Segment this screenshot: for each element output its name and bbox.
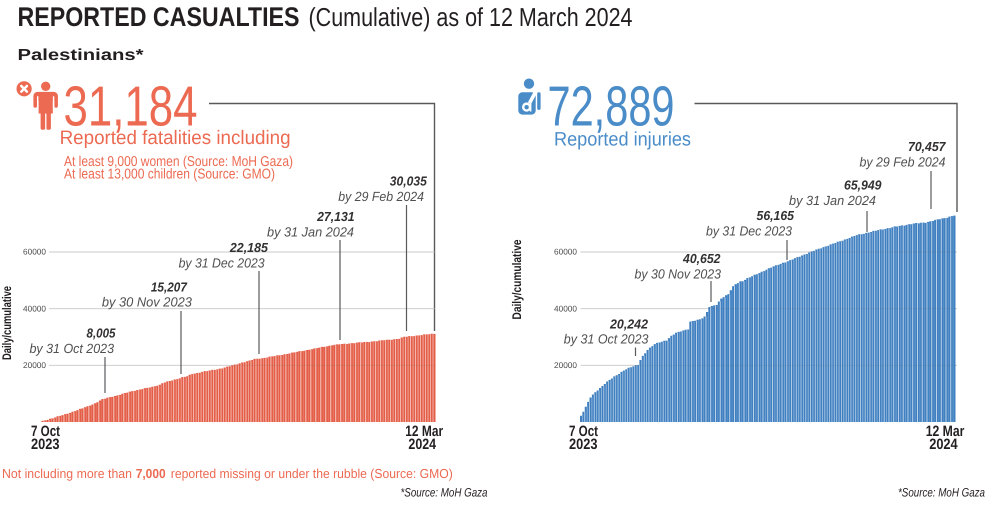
svg-text:by 30 Nov 2023: by 30 Nov 2023: [635, 266, 722, 281]
svg-text:by 31 Dec 2023: by 31 Dec 2023: [706, 223, 793, 238]
svg-text:72,889: 72,889: [548, 75, 675, 138]
svg-text:by 31 Dec 2023: by 31 Dec 2023: [179, 255, 266, 270]
svg-text:12 Mar: 12 Mar: [405, 423, 443, 440]
svg-text:2023: 2023: [31, 436, 60, 453]
svg-text:20000: 20000: [554, 360, 577, 370]
svg-text:65,949: 65,949: [844, 178, 882, 193]
svg-text:by 31 Jan 2024: by 31 Jan 2024: [789, 193, 876, 208]
svg-text:30,035: 30,035: [390, 174, 428, 189]
svg-text:by 31 Jan 2024: by 31 Jan 2024: [267, 225, 354, 240]
svg-text:Daily/cumulative: Daily/cumulative: [0, 286, 14, 360]
svg-text:At least 9,000 women (Source:: At least 9,000 women (Source: MoH Gaza): [64, 154, 293, 170]
svg-text:*Source: MoH Gaza: *Source: MoH Gaza: [898, 486, 985, 500]
svg-text:7 Oct: 7 Oct: [569, 423, 598, 440]
svg-text:15,207: 15,207: [151, 279, 188, 294]
svg-text:by 29 Feb 2024: by 29 Feb 2024: [860, 154, 946, 169]
svg-text:Daily/cumulative: Daily/cumulative: [510, 239, 524, 319]
svg-text:70,457: 70,457: [908, 139, 946, 154]
svg-text:60000: 60000: [23, 247, 46, 257]
svg-text:60000: 60000: [554, 247, 577, 257]
svg-text:reported missing or under the: reported missing or under the rubble (So…: [171, 466, 453, 481]
svg-text:Reported fatalities including: Reported fatalities including: [60, 127, 291, 149]
svg-text:by 29 Feb 2024: by 29 Feb 2024: [338, 189, 424, 204]
svg-text:Palestinians*: Palestinians*: [18, 47, 145, 64]
svg-text:8,005: 8,005: [87, 326, 117, 341]
svg-text:Reported injuries: Reported injuries: [554, 128, 691, 150]
svg-text:20,242: 20,242: [609, 316, 649, 331]
svg-text:7 Oct: 7 Oct: [31, 423, 60, 440]
svg-text:40000: 40000: [554, 303, 577, 313]
svg-text:by 31 Oct 2023: by 31 Oct 2023: [564, 332, 649, 347]
svg-text:2024: 2024: [929, 436, 958, 453]
svg-text:27,131: 27,131: [316, 209, 354, 224]
svg-text:(Cumulative) as of 12 March 20: (Cumulative) as of 12 March 2024: [309, 2, 633, 32]
svg-text:31,184: 31,184: [64, 75, 198, 138]
svg-text:Not including more than: Not including more than: [2, 466, 132, 481]
svg-text:22,185: 22,185: [229, 240, 269, 255]
svg-text:12 Mar: 12 Mar: [926, 423, 965, 440]
svg-text:REPORTED CASUALTIES: REPORTED CASUALTIES: [18, 2, 300, 32]
svg-text:*Source: MoH Gaza: *Source: MoH Gaza: [401, 486, 488, 500]
svg-text:40,652: 40,652: [682, 251, 721, 266]
svg-text:7,000: 7,000: [136, 466, 166, 481]
svg-text:by 31 Oct 2023: by 31 Oct 2023: [30, 341, 115, 356]
svg-text:At least 13,000 children (Sour: At least 13,000 children (Source: GMO): [64, 167, 275, 183]
svg-text:2024: 2024: [408, 436, 436, 453]
svg-text:2023: 2023: [569, 436, 598, 453]
svg-text:40000: 40000: [23, 303, 46, 313]
svg-text:56,165: 56,165: [757, 208, 795, 223]
svg-text:20000: 20000: [23, 360, 46, 370]
svg-text:by 30 Nov 2023: by 30 Nov 2023: [102, 295, 193, 310]
